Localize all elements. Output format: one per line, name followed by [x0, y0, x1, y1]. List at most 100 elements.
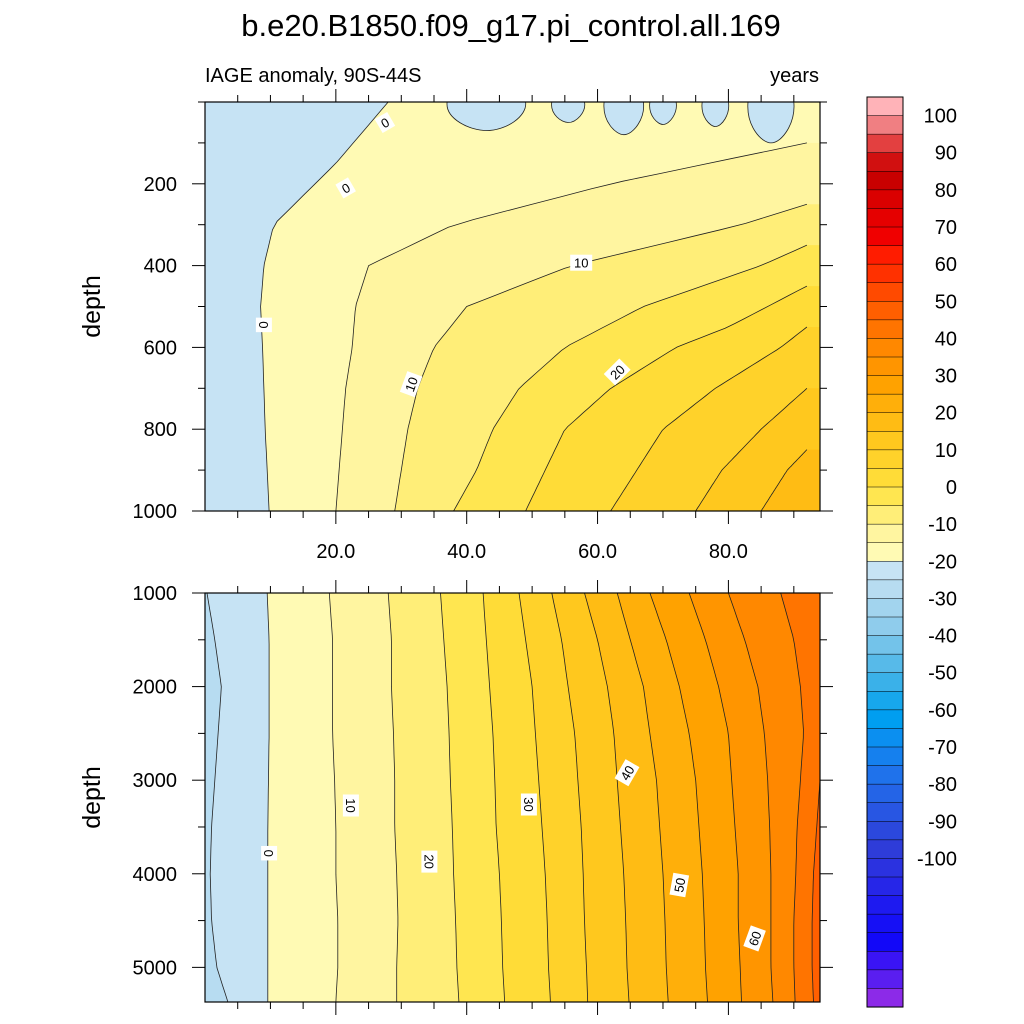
upper-negative-patch [649, 102, 677, 125]
lower-contour-5 [328, 593, 339, 1002]
lower-ytick-label: 3000 [133, 770, 178, 792]
lower-frame [204, 592, 821, 1003]
colorbar-cell [866, 728, 904, 748]
units-subtitle: years [770, 65, 819, 87]
colorbar-cell [866, 449, 904, 469]
colorbar-label: 80 [935, 180, 957, 202]
colorbar-cell [866, 115, 904, 135]
contour-label-group: 10 [399, 371, 423, 398]
colorbar-label: -50 [928, 663, 957, 685]
colorbar-label: -20 [928, 551, 957, 573]
lower-y-axis-label: depth [78, 766, 106, 829]
contour-label: 0 [261, 850, 276, 857]
contour-label: 50 [671, 877, 688, 894]
colorbar-cell [866, 486, 904, 507]
colorbar-cell [866, 932, 904, 952]
contour-label-group: 20 [421, 850, 438, 873]
colorbar-label: -70 [928, 737, 957, 759]
colorbar-label: 60 [935, 254, 957, 276]
upper-y-axis-label: depth [78, 275, 106, 338]
colorbar-cell [866, 189, 904, 209]
contour-label: 10 [343, 798, 358, 812]
colorbar: 1009080706050403020100-10-20-30-40-50-60… [866, 96, 957, 1008]
contour-label-box [743, 925, 766, 952]
lower-contour-20 [482, 593, 505, 1002]
lower-ytick-label: 5000 [133, 957, 178, 979]
lower-panel: 0 10 20 30 40 50 60 1000 2000 3000 4000 5000 depth [78, 580, 833, 1015]
colorbar-label: -10 [928, 514, 957, 536]
colorbar-cell [866, 969, 904, 989]
contour-label-box [342, 794, 359, 817]
contour-label-box [335, 177, 356, 199]
colorbar-cell [866, 858, 904, 878]
colorbar-cell [866, 951, 904, 971]
upper-negative-patch [747, 102, 795, 144]
lower-contour-15 [440, 593, 460, 1002]
contour-label-group: 0 [374, 111, 396, 134]
colorbar-label: 20 [935, 403, 957, 425]
upper-contour-10 [394, 203, 808, 511]
lower-contour-30 [551, 593, 589, 1002]
contour-label-group: 30 [520, 793, 537, 816]
colorbar-cell [866, 431, 904, 451]
upper-negative-patch [701, 102, 730, 127]
contour-label-box [614, 759, 640, 787]
colorbar-label: 0 [946, 477, 957, 499]
colorbar-cell [866, 152, 904, 172]
contour-label-group: 0 [255, 317, 272, 333]
upper-contour-5 [335, 142, 807, 511]
lower-contour-35 [584, 593, 630, 1002]
contour-label-box [399, 371, 423, 398]
colorbar-frame [866, 96, 904, 1008]
colorbar-label: -90 [928, 811, 957, 833]
colorbar-cell [866, 96, 904, 117]
colorbar-cell [866, 783, 904, 804]
contour-label-group: 10 [342, 794, 359, 817]
colorbar-cell [866, 598, 904, 618]
contour-label-box [374, 111, 396, 134]
colorbar-cell [866, 282, 904, 302]
colorbar-cell [866, 913, 904, 934]
lower-contour-45 [649, 593, 708, 1002]
upper-contour-30 [695, 388, 808, 511]
colorbar-cell [866, 375, 904, 395]
upper-xtick-label: 20.0 [316, 541, 355, 563]
figure-title: b.e20.B1850.f09_g17.pi_control.all.169 [241, 8, 781, 43]
contour-label-group: 40 [614, 759, 640, 787]
variable-subtitle: IAGE anomaly, 90S-44S [205, 65, 421, 87]
upper-negative-patch [603, 102, 644, 136]
colorbar-cell [866, 468, 904, 488]
lower-contour-40 [616, 593, 669, 1002]
upper-negative-patch [551, 102, 586, 123]
colorbar-label: -60 [928, 700, 957, 722]
upper-ytick-label: 800 [144, 419, 177, 441]
contour-label-box [520, 793, 537, 816]
colorbar-cell [866, 523, 904, 544]
upper-contour-20 [525, 285, 808, 511]
upper-contour-0 [260, 102, 389, 511]
colorbar-label: 90 [935, 143, 957, 165]
colorbar-cell [866, 691, 904, 711]
lower-plot-area: 0 10 20 30 40 50 60 [205, 593, 820, 1002]
colorbar-cell [866, 133, 904, 154]
colorbar-label: 40 [935, 328, 957, 350]
upper-negative-patch [446, 102, 527, 132]
contour-label-group: 10 [570, 254, 593, 271]
colorbar-cell [866, 746, 904, 767]
upper-panel: 0 0 0 10 10 20 200 400 600 800 1000 20.0 40.0 60.0 80.… [78, 89, 833, 563]
colorbar-cell [866, 821, 904, 841]
colorbar-cell [866, 505, 904, 525]
colorbar-label: 30 [935, 366, 957, 388]
contour-label: 60 [746, 929, 765, 948]
contour-label-box [669, 872, 690, 898]
colorbar-cell [866, 393, 904, 414]
upper-contour-15 [453, 244, 808, 511]
lower-contour-50 [688, 593, 742, 1002]
upper-xtick-label: 60.0 [578, 541, 617, 563]
colorbar-cell [866, 301, 904, 321]
contour-label: 30 [521, 797, 536, 811]
colorbar-label: -80 [928, 774, 957, 796]
lower-band-65 [812, 780, 820, 1002]
upper-ytick-label: 200 [144, 174, 177, 196]
